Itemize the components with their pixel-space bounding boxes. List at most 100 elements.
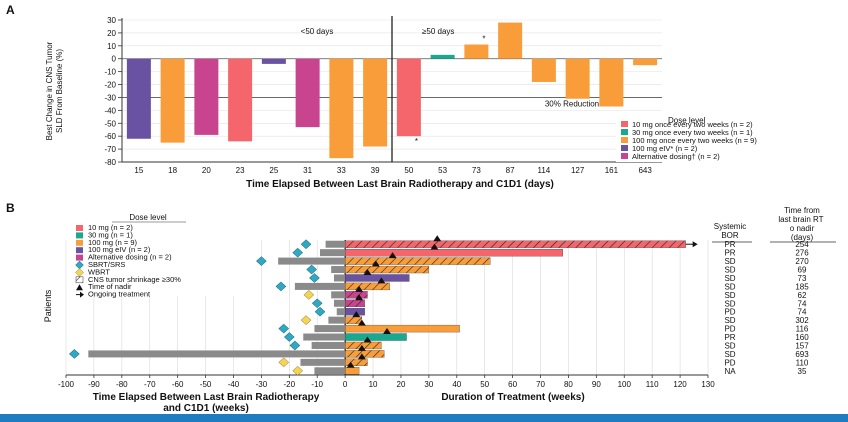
table-header-bor: Systemic BOR [714,222,746,240]
bor-value: SD [724,341,735,350]
x-tick-label: 73 [472,166,481,175]
x-tick-label: -40 [228,380,240,389]
pre-treatment-bar [331,291,346,299]
panel-a-label: A [6,3,15,17]
nadir-triangle [357,319,366,326]
srs-diamond [256,256,267,266]
legend-wbrt-diamond [75,268,84,277]
legend-box [616,120,796,162]
group-label-under-50: <50 days [301,27,334,36]
swimmer-row [300,235,698,250]
swimmer-row [292,243,564,258]
bar-73 [464,44,489,59]
legend-arrow-head [80,291,84,298]
bar-87 [498,22,523,59]
pre-treatment-bar [336,308,346,316]
days-value: 116 [796,325,809,334]
pre-treatment-bar [333,299,346,307]
bor-value: PR [724,333,735,342]
bor-value: SD [724,316,735,325]
legend-title: Dose level [129,213,167,222]
shrinkage-hatch [345,282,390,290]
pre-treatment-bar [331,266,346,274]
shrinkage-hatch [345,358,368,366]
reference-line-label: 30% Reduction [545,99,599,108]
wbrt-diamond [300,315,312,325]
ongoing-arrow-head [692,241,698,248]
panel-a: A Best Change in CNS TumorSLD From Baseli… [6,3,796,190]
x-tick-label: -50 [200,380,212,389]
swimmer-row [303,285,368,300]
x-tick-label: 39 [371,166,380,175]
days-value: 74 [798,308,807,317]
days-value: 62 [798,291,807,300]
nadir-triangle [383,328,391,335]
srs-diamond [278,323,290,334]
srs-diamond [283,332,295,342]
legend-label: CNS tumor shrinkage ≥30% [88,275,181,284]
pre-treatment-bar [333,274,346,282]
panel-a-xlabel: Time Elapsed Between Last Brain Radiothe… [246,179,554,190]
shrinkage-hatch [345,257,491,265]
bor-value: PD [724,358,735,367]
nadir-triangle [430,243,439,250]
shrinkage-hatch [345,316,362,324]
x-tick-label: 40 [452,380,461,389]
legend-hatch [76,276,83,283]
nadir-triangle [388,252,397,259]
legend-label: 10 mg (n = 2) [88,223,133,232]
x-tick-label: 20 [397,380,406,389]
pre-treatment-bar [314,325,346,333]
bar-53 [430,54,455,59]
table-header-bor-line: BOR [721,231,739,240]
nadir-triangle [377,277,386,284]
x-tick-label: 10 [369,380,378,389]
legend-label: SBRT/SRS [88,260,125,269]
x-tick-label: -90 [88,380,100,389]
swimmer-row [278,353,368,368]
nadir-triangle [355,285,364,292]
days-value: 35 [798,367,807,376]
table-header-days-line: last brain RT [778,215,825,224]
panel-b-label: B [6,201,15,215]
x-tick-label: 15 [134,166,143,175]
y-tick-label: -80 [104,158,116,167]
panel-a-ylabel-line1: Best Change in CNS Tumor [45,41,54,140]
days-value: 73 [798,274,807,283]
bor-value: SD [724,266,735,275]
x-tick-label: -10 [311,380,323,389]
x-tick-label: 120 [673,380,687,389]
legend-swatch-10 [76,225,83,231]
swimmer-row [278,319,460,334]
bar-127 [565,58,590,99]
srs-diamond [292,247,304,258]
x-tick-label: -30 [256,380,268,389]
group-label-over-50: ≥50 days [422,27,454,36]
srs-diamond [300,239,312,250]
y-tick-label: -30 [104,93,116,102]
srs-diamond [314,306,326,317]
pre-treatment-bar [88,350,346,358]
x-tick-label: 100 [618,380,632,389]
legend-label: 30 mg once every two weeks (n = 1) [632,128,753,137]
legend-label: 100 mg eIV* (n = 2) [632,144,698,153]
swimmer-row [300,311,363,325]
pre-treatment-bar [311,341,346,349]
panel-b-xlabel-left: Time Elapsed Between Last Brain Radiothe… [93,392,320,414]
legend-label: Time of nadir [88,282,132,291]
x-tick-label: 25 [269,166,278,175]
x-tick-label: 114 [537,166,550,175]
x-tick-label: 18 [168,166,177,175]
srs-diamond [275,281,287,292]
bor-value: SD [724,299,735,308]
swimmer-row [292,361,360,376]
nadir-triangle [363,268,372,275]
legend-swatch-eIV [76,247,83,254]
bar-20 [194,58,219,135]
asterisk-marker: * [415,137,418,146]
x-tick-label: 161 [605,166,619,175]
pre-treatment-bar [314,367,346,375]
treatment-bar-eIV [344,274,410,282]
shrinkage-hatch [345,291,368,299]
bar-114 [531,58,556,82]
